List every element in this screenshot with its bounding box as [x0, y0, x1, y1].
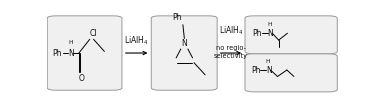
Text: Ph: Ph — [251, 66, 260, 75]
Text: N: N — [181, 39, 187, 48]
Text: LiAlH$_4$: LiAlH$_4$ — [218, 24, 243, 37]
FancyBboxPatch shape — [245, 54, 337, 92]
Text: N: N — [68, 49, 74, 58]
Text: Ph: Ph — [53, 49, 62, 58]
Text: N: N — [268, 29, 273, 38]
Text: Ph: Ph — [172, 13, 182, 22]
Text: N: N — [266, 66, 271, 75]
FancyBboxPatch shape — [47, 16, 122, 90]
Text: O: O — [79, 74, 85, 83]
Text: H: H — [68, 40, 73, 45]
FancyBboxPatch shape — [245, 16, 337, 54]
Text: H: H — [266, 59, 270, 64]
Text: LiAlH$_4$: LiAlH$_4$ — [124, 35, 149, 47]
Text: Cl: Cl — [90, 29, 97, 38]
Text: H: H — [267, 22, 271, 27]
Text: Ph: Ph — [252, 29, 262, 38]
FancyBboxPatch shape — [151, 16, 217, 90]
Text: no regio-
selectivity: no regio- selectivity — [214, 45, 248, 59]
